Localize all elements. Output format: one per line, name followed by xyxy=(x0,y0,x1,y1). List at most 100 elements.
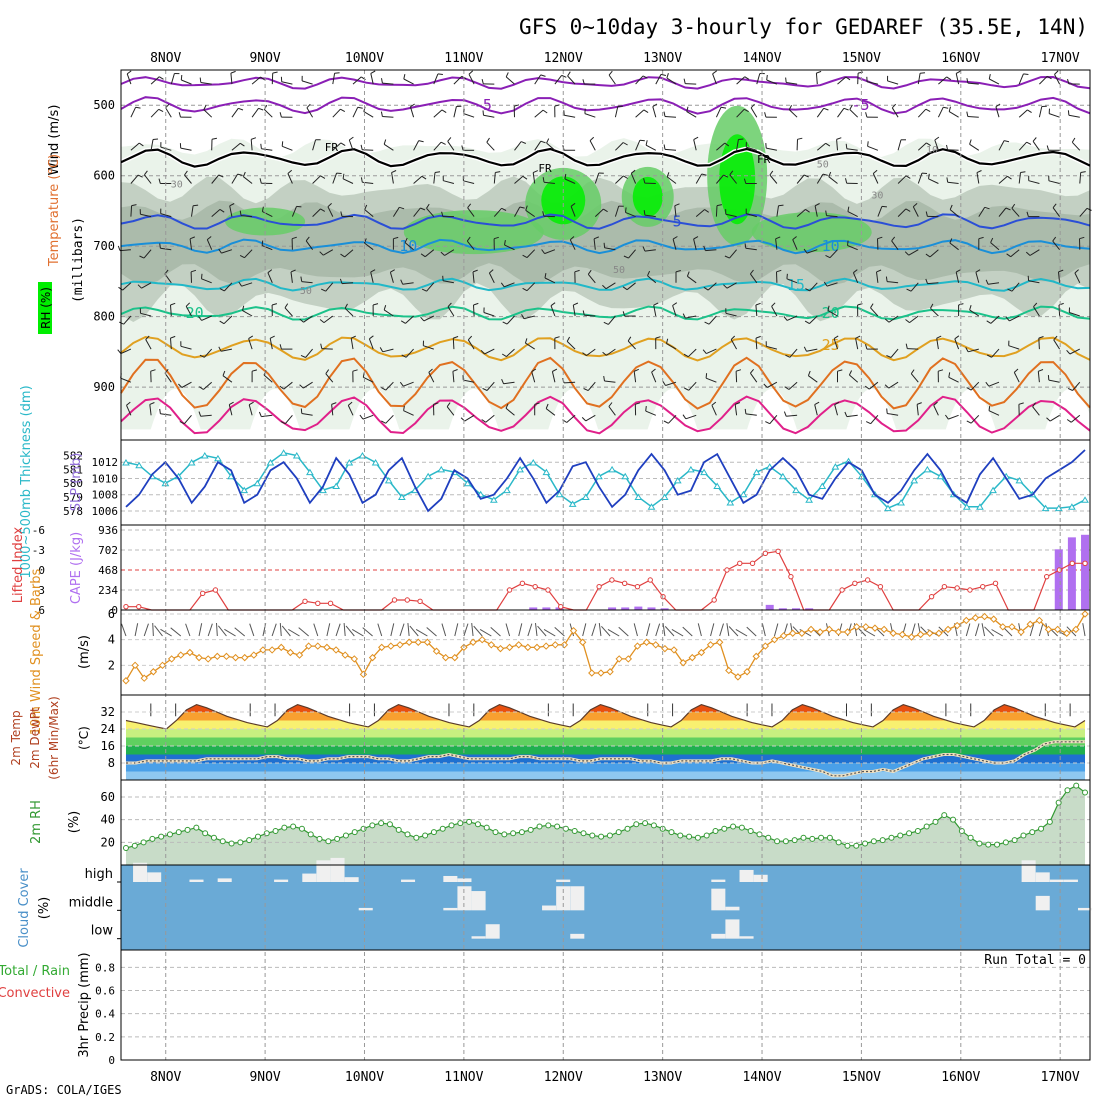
wind-speed-point xyxy=(670,646,678,654)
wind-barb xyxy=(181,381,192,388)
wind-barb-feather xyxy=(843,107,849,111)
wind-speed-point xyxy=(971,614,980,622)
wind-barb-feather xyxy=(769,170,774,176)
wind-barb xyxy=(587,273,596,284)
wind-barb xyxy=(625,211,636,218)
rh2m-point xyxy=(862,840,869,847)
rh2m-point xyxy=(378,820,385,827)
cape-bar xyxy=(634,606,643,610)
wind-barb-feather xyxy=(703,286,709,291)
date-label-bottom: 15NOV xyxy=(842,1070,881,1085)
wind-barb xyxy=(464,414,475,422)
wind-barb xyxy=(327,206,334,217)
wind-barb xyxy=(988,381,1000,387)
thickness-point xyxy=(1041,504,1050,512)
wind-barb-feather xyxy=(360,177,363,183)
wind-barb-feather xyxy=(239,210,242,216)
wind-barb-feather xyxy=(891,103,897,109)
wind-barb-feather xyxy=(837,369,843,372)
wind-barb-feather xyxy=(381,78,383,84)
wind-speed-point xyxy=(441,653,450,662)
wind-barb xyxy=(426,282,435,292)
wind-barb-feather xyxy=(723,284,728,289)
wind-barb-feather xyxy=(391,170,397,174)
lifted-index-point xyxy=(1056,567,1063,573)
wind-speed-point xyxy=(734,673,742,681)
wind-barb xyxy=(140,312,152,317)
ylabel-cloud: Cloud Cover xyxy=(17,868,32,948)
surface-wind-barb xyxy=(279,622,282,637)
wind-speed-point xyxy=(1044,625,1053,634)
rh-moist-blob xyxy=(632,176,663,217)
wind-barb-feather xyxy=(803,174,809,178)
wind-barb-feather xyxy=(299,318,304,323)
wind-barb-feather xyxy=(916,402,922,405)
thickness-point xyxy=(187,458,196,466)
wind-barb-feather xyxy=(872,169,878,174)
wind-speed-point xyxy=(131,661,139,670)
wind-barb xyxy=(745,413,757,416)
thickness-point xyxy=(595,472,603,480)
ylabel-rh2m: 2m RH xyxy=(29,800,44,844)
wind-barb xyxy=(849,109,859,118)
thickness-point xyxy=(358,452,367,459)
thickness-point xyxy=(555,490,564,498)
wind-barb xyxy=(468,74,475,85)
surface-wind-barb xyxy=(217,625,227,637)
wind-barb xyxy=(243,176,253,184)
wind-speed-point xyxy=(195,653,203,662)
wind-barb xyxy=(532,172,536,184)
surface-wind-barb xyxy=(326,623,331,637)
wind-barb-feather xyxy=(554,104,560,107)
wind-barb xyxy=(332,172,338,184)
wind-barb xyxy=(936,338,939,350)
surface-wind-barb xyxy=(965,623,971,637)
thickness-point xyxy=(200,452,209,459)
wind-barb xyxy=(998,140,1005,151)
wind-barb xyxy=(745,247,757,251)
wind-barb-feather xyxy=(684,387,689,391)
wind-barb-feather xyxy=(683,353,689,358)
surface-wind-barb xyxy=(409,625,419,637)
wind-barb xyxy=(606,348,616,356)
wind-barb-feather xyxy=(672,236,678,240)
wind-barb xyxy=(846,414,858,418)
surface-wind-barb xyxy=(664,626,675,637)
rh2m-point xyxy=(483,824,490,831)
cloud-bar xyxy=(753,874,768,882)
wind-barb-feather xyxy=(360,144,363,150)
wind-barb xyxy=(929,249,939,258)
wind-barb-feather xyxy=(702,349,707,354)
wind-barb-feather xyxy=(420,253,426,258)
wind-barb xyxy=(776,205,779,217)
wind-speed-point xyxy=(378,643,386,652)
slp-tick-label: 1012 xyxy=(92,456,119,469)
wind-barb xyxy=(746,146,757,151)
wind-barb-feather xyxy=(1025,251,1031,256)
lifted-index-tick-label: -3 xyxy=(32,544,45,557)
wind-barb xyxy=(888,381,899,389)
wind-barb xyxy=(846,148,858,151)
wind-barb xyxy=(130,174,139,184)
ylabel-lifted-index: Lifted Index xyxy=(11,526,26,603)
surface-wind-barb xyxy=(288,628,300,637)
surface-wind-barb xyxy=(761,623,766,637)
wind-barb xyxy=(1038,106,1043,118)
wind-barb-feather xyxy=(784,386,790,390)
wind-barb-feather xyxy=(766,74,768,81)
rh2m-point xyxy=(888,834,895,841)
wind-barb-feather xyxy=(258,107,264,111)
wind-barb-feather xyxy=(825,254,831,259)
wind-barb xyxy=(998,207,1007,217)
wind-barb xyxy=(564,114,576,118)
wind-speed-point xyxy=(323,643,331,652)
cloud-level-label: low xyxy=(91,924,114,939)
wind-barb-feather xyxy=(655,336,661,339)
wind-barb xyxy=(463,180,475,184)
wind-barb xyxy=(725,213,737,218)
wind-barb xyxy=(444,249,455,256)
surface-wind-barb xyxy=(362,627,373,637)
wind-speed-point xyxy=(140,674,148,682)
wind-barb-feather xyxy=(447,137,452,142)
